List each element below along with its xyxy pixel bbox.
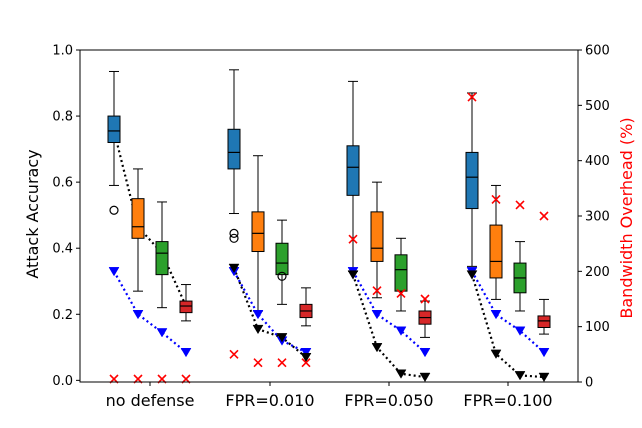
overhead-x-marker	[515, 200, 525, 210]
trend-line	[352, 270, 426, 354]
outlier-point	[229, 233, 239, 243]
box	[179, 300, 193, 314]
trend-line	[113, 270, 187, 354]
plot-layer	[107, 69, 551, 384]
plot-frame	[79, 49, 579, 383]
blue-triangle-marker	[490, 310, 502, 320]
y-tick-label: 0.2	[52, 308, 73, 323]
blue-triangle-marker	[108, 267, 120, 277]
right-y-tick-label: 100	[585, 320, 610, 335]
black-triangle-marker	[490, 349, 502, 359]
overhead-x-marker	[229, 349, 239, 359]
trend-line	[233, 270, 307, 354]
trend-line	[470, 274, 545, 379]
trend-line	[232, 267, 307, 359]
blue-triangle-marker	[132, 310, 144, 320]
overhead-x-marker	[420, 294, 430, 304]
y-axis-label: Attack Accuracy	[23, 149, 42, 278]
box	[107, 115, 121, 143]
box	[275, 242, 289, 276]
box	[489, 224, 503, 279]
black-triangle-marker	[371, 343, 383, 353]
y-tick-label: 0.6	[52, 176, 73, 191]
blue-triangle-marker	[371, 310, 383, 320]
overhead-x-stroke	[277, 358, 287, 368]
overhead-x-stroke	[396, 288, 406, 299]
overhead-x-marker	[491, 194, 501, 204]
overhead-x-marker	[372, 286, 382, 296]
overhead-x-stroke	[539, 211, 549, 221]
black-triangle-marker	[466, 270, 478, 280]
black-triangle-marker	[538, 372, 550, 383]
overhead-x-marker	[467, 92, 477, 102]
overhead-x-marker	[301, 358, 311, 368]
black-triangle-marker	[395, 369, 407, 379]
y-tick-label: 0.8	[52, 110, 73, 125]
x-tick-label: FPR=0.100	[463, 391, 552, 410]
overhead-x-marker	[348, 234, 358, 244]
box	[155, 241, 169, 276]
box	[537, 315, 551, 328]
overhead-x-stroke	[229, 349, 239, 359]
blue-triangle-marker	[252, 310, 264, 320]
blue-triangle-marker	[395, 326, 407, 336]
black-triangle-marker	[347, 270, 359, 280]
right-y-axis-label: Bandwidth Overhead (%)	[617, 117, 636, 318]
box	[227, 128, 241, 170]
overhead-x-marker	[396, 288, 406, 299]
y-tick-label: 0.4	[52, 242, 73, 257]
overhead-x-stroke	[301, 358, 311, 368]
x-tick-label: FPR=0.050	[344, 391, 433, 410]
overhead-x-stroke	[491, 194, 501, 204]
box	[346, 145, 360, 196]
outlier-point	[229, 228, 239, 238]
outlier-point	[277, 271, 287, 281]
axis-layer: 0.0 0.2 0.4 0.6 0.8 1.0 0 100 200 300 400 500 600 no …	[52, 44, 610, 411]
overhead-x-marker	[539, 211, 549, 221]
outlier-point	[109, 205, 119, 215]
overhead-x-marker	[253, 358, 263, 368]
box	[394, 254, 408, 292]
blue-triangle-marker	[514, 326, 526, 336]
overhead-x-stroke	[467, 92, 477, 102]
right-y-tick-label: 500	[585, 99, 610, 114]
y-tick-label: 0.0	[52, 374, 73, 389]
x-tick-label: FPR=0.010	[225, 391, 314, 410]
black-triangle-marker	[252, 324, 264, 335]
blue-triangle-marker	[180, 348, 192, 358]
black-triangle-marker	[514, 371, 526, 381]
overhead-x-stroke	[420, 294, 430, 304]
trend-line	[112, 130, 188, 307]
overhead-x-stroke	[515, 200, 525, 210]
y-tick-label: 1.0	[52, 44, 73, 59]
trend-line	[471, 270, 545, 354]
right-y-tick-label: 600	[585, 44, 610, 59]
black-triangle-marker	[300, 352, 312, 363]
overhead-x-stroke	[348, 234, 358, 244]
right-y-tick-label: 200	[585, 265, 610, 280]
black-triangle-marker	[276, 333, 288, 343]
box	[370, 211, 384, 262]
right-y-tick-label: 0	[585, 376, 593, 391]
black-triangle-marker	[228, 263, 240, 274]
right-y-tick-label: 300	[585, 210, 610, 225]
right-y-tick-label: 400	[585, 154, 610, 169]
overhead-x-stroke	[372, 286, 382, 296]
blue-triangle-marker	[156, 328, 168, 338]
box	[465, 151, 479, 210]
box	[251, 211, 265, 253]
overhead-x-stroke	[253, 358, 263, 368]
blue-triangle-marker	[538, 348, 550, 358]
x-tick-label: no defense	[106, 391, 195, 410]
overhead-x-marker	[277, 358, 287, 368]
blue-triangle-marker	[419, 348, 431, 358]
black-triangle-marker	[419, 372, 431, 383]
box	[131, 198, 145, 239]
blue-triangle-marker	[300, 348, 312, 358]
